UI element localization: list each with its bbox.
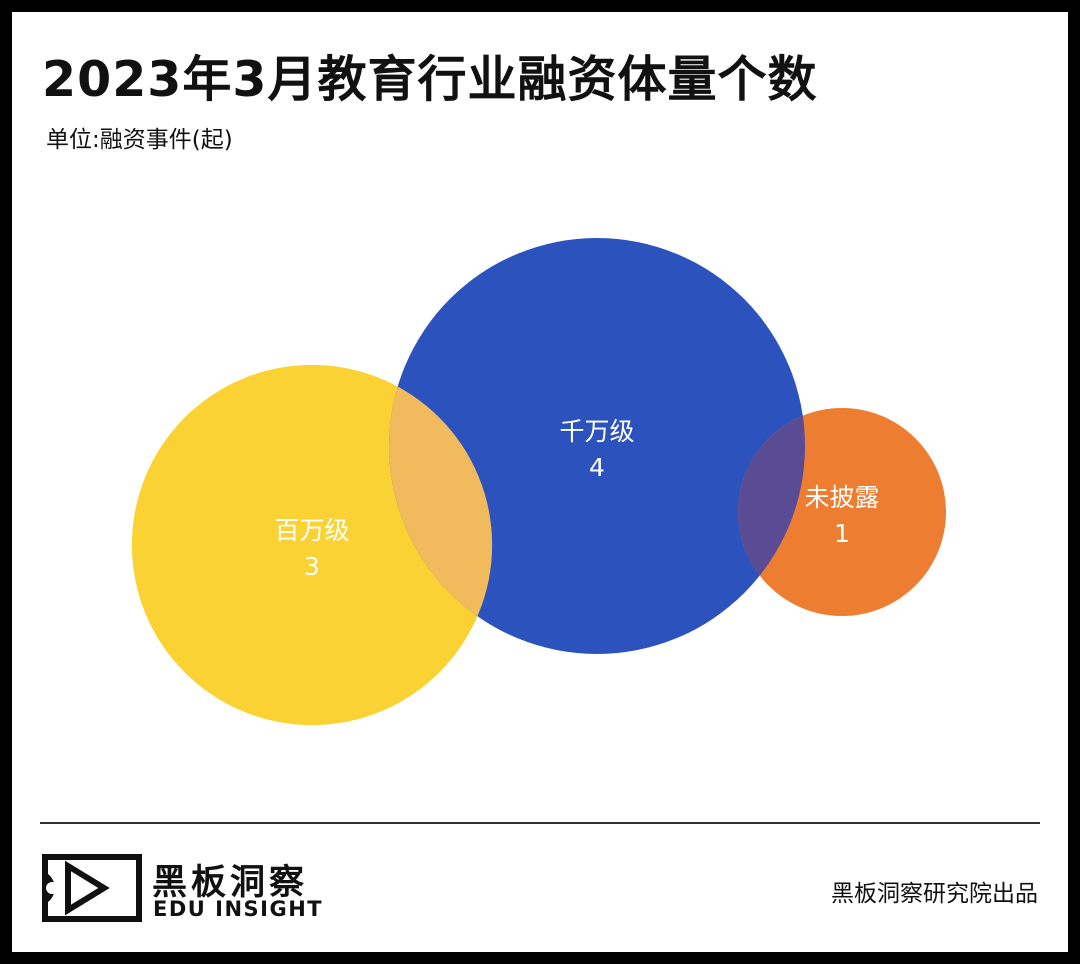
page-title: 2023年3月教育行业融资体量个数 (42, 51, 818, 108)
bubble-value-weipilu: 1 (834, 519, 850, 548)
brand-name-en: EDU INSIGHT (153, 897, 324, 921)
bubble-chart: 百万级 3 千万级 4 未披露 1 (131, 238, 946, 726)
brand-name: 黑板洞察 (152, 863, 309, 903)
publisher-credit: 黑板洞察研究院出品 (831, 881, 1038, 907)
unit-label: 单位:融资事件(起) (46, 127, 233, 153)
infographic-card: 2023年3月教育行业融资体量个数 单位:融资事件(起) 百万级 3 千万级 4… (12, 12, 1068, 952)
bubble-label-weipilu: 未披露 (804, 483, 879, 512)
bubble-value-qianwanji: 4 (589, 453, 605, 482)
edu-insight-logo-icon (42, 854, 142, 922)
bubble-label-baiwanji: 百万级 (274, 516, 349, 545)
bubble-qianwanji (389, 238, 805, 654)
footer-divider (40, 822, 1040, 824)
bubble-value-baiwanji: 3 (304, 552, 320, 581)
bubble-label-qianwanji: 千万级 (559, 417, 634, 446)
